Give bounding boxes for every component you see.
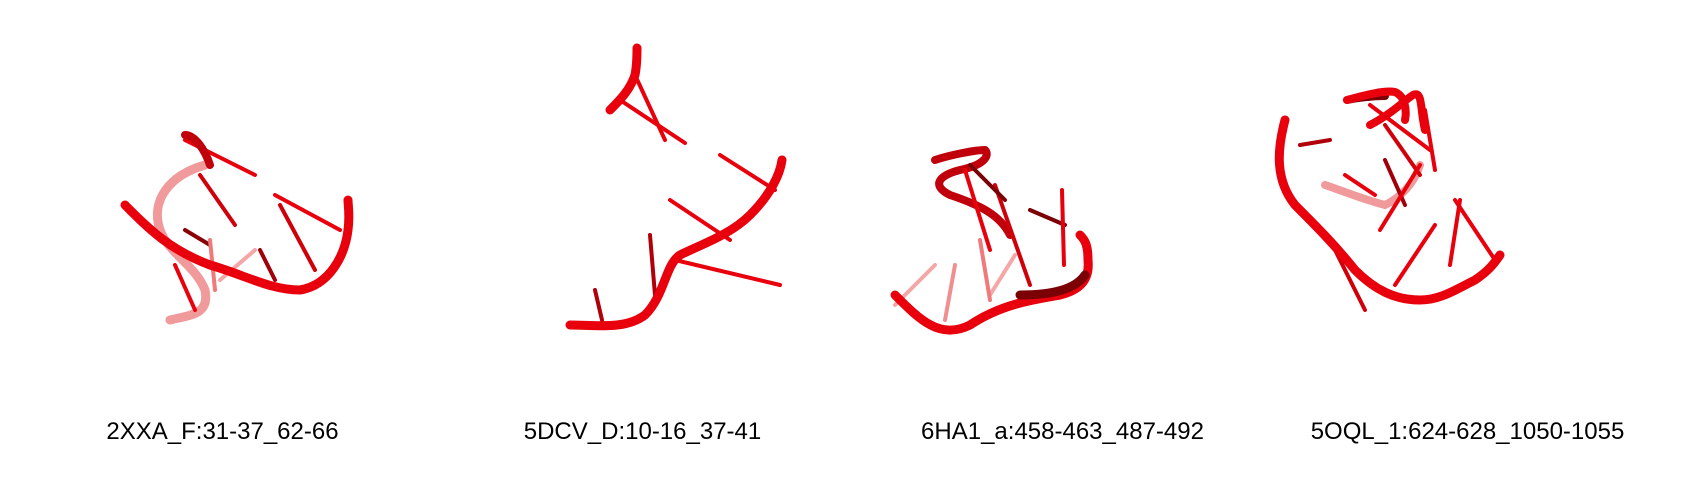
structure-panel-3: 6HA1_a:458-463_487-492 — [850, 0, 1275, 480]
structure-panel-4: 5OQL_1:624-628_1050-1055 — [1255, 0, 1680, 480]
rna-structure-4-image — [1274, 87, 1505, 312]
structure-caption-4: 5OQL_1:624-628_1050-1055 — [1310, 418, 1625, 445]
structure-caption-1: 2XXA_F:31-37_62-66 — [106, 418, 339, 445]
rna-structure-1-image — [120, 131, 354, 325]
rna-structure-2-image — [565, 43, 787, 331]
rna-structure-3-image — [890, 146, 1093, 335]
structure-panel-2: 5DCV_D:10-16_37-41 — [430, 0, 855, 480]
structure-caption-3: 6HA1_a:458-463_487-492 — [921, 418, 1204, 445]
structure-panel-1: 2XXA_F:31-37_62-66 — [10, 0, 435, 480]
structure-caption-2: 5DCV_D:10-16_37-41 — [523, 418, 762, 445]
